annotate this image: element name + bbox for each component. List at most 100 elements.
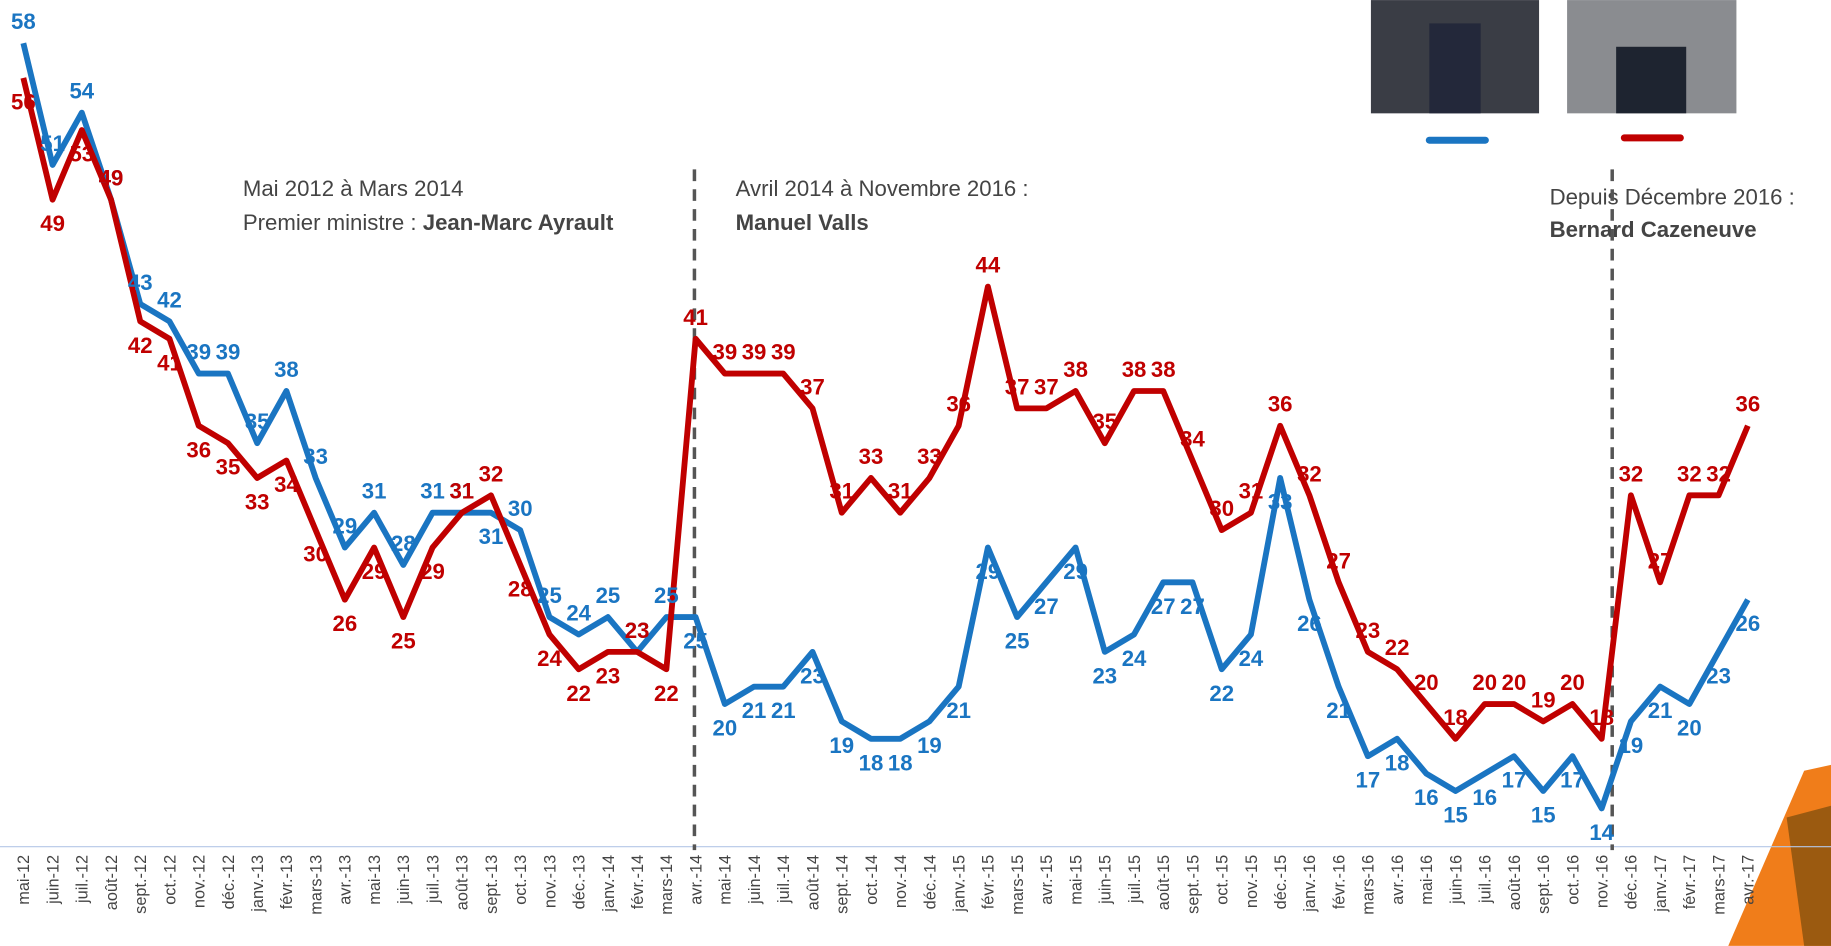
x-tick-label: nov.-16 (1594, 855, 1612, 908)
data-label: 32 (1297, 461, 1322, 486)
data-label: 37 (1005, 374, 1030, 399)
data-label: 23 (1706, 663, 1731, 688)
x-tick-label: avr.-13 (337, 855, 355, 905)
annotation-text: Bernard Cazeneuve (1550, 217, 1757, 242)
data-label: 16 (1414, 785, 1439, 810)
data-label: 14 (1589, 820, 1614, 845)
annotation: Avril 2014 à Novembre 2016 : (736, 176, 1029, 201)
data-label: 30 (303, 542, 328, 567)
data-label: 36 (946, 392, 971, 417)
data-label: 32 (1677, 461, 1702, 486)
data-label: 37 (800, 374, 825, 399)
x-tick-label: sept.-13 (483, 855, 501, 914)
data-label: 22 (1209, 681, 1234, 706)
x-tick-label: juin-14 (746, 855, 764, 905)
x-tick-label: déc.-15 (1272, 855, 1290, 909)
data-label: 26 (1735, 611, 1760, 636)
data-label: 25 (537, 583, 562, 608)
data-label: 21 (771, 698, 796, 723)
data-label: 18 (1589, 705, 1614, 730)
data-label: 58 (11, 9, 36, 34)
x-tick-label: janv.-13 (249, 855, 267, 913)
data-label: 30 (508, 496, 533, 521)
x-tick-label: juil.-15 (1126, 855, 1144, 904)
x-tick-label: oct.-13 (512, 855, 530, 905)
data-label: 21 (1648, 698, 1673, 723)
photo-detail (1429, 23, 1480, 113)
annotation-text: Avril 2014 à Novembre 2016 : (736, 176, 1029, 201)
x-tick-label: juil.-16 (1477, 855, 1495, 904)
data-label: 31 (888, 479, 913, 504)
data-label: 38 (1151, 357, 1176, 382)
data-label: 18 (1443, 705, 1468, 730)
data-label: 22 (654, 681, 679, 706)
data-label: 24 (1239, 646, 1264, 671)
data-label: 19 (1619, 733, 1644, 758)
data-label: 16 (1472, 785, 1497, 810)
data-label: 25 (596, 583, 621, 608)
x-tick-label: mai-13 (366, 855, 384, 905)
data-label: 25 (391, 629, 416, 654)
data-label: 27 (1326, 548, 1351, 573)
annotation-text: Depuis Décembre 2016 : (1550, 184, 1795, 209)
x-tick-label: janv.-17 (1652, 855, 1670, 913)
chart: Mai 2012 à Mars 2014 Premier ministre : … (0, 0, 1831, 946)
x-tick-label: juin-15 (1097, 855, 1115, 905)
data-label: 31 (479, 524, 504, 549)
data-label: 29 (1063, 559, 1088, 584)
data-label: 33 (245, 489, 270, 514)
data-label: 49 (40, 211, 65, 236)
annotation-text: Manuel Valls (736, 210, 869, 235)
data-label: 25 (683, 629, 708, 654)
data-label: 18 (859, 750, 884, 775)
x-tick-label: févr.-15 (980, 855, 998, 909)
data-label: 26 (1297, 611, 1322, 636)
x-tick-label: juin-16 (1447, 855, 1465, 905)
data-label: 25 (1005, 629, 1030, 654)
data-label: 15 (1443, 803, 1468, 828)
data-label: 23 (800, 663, 825, 688)
data-label: 20 (1677, 716, 1702, 741)
data-label: 24 (1122, 646, 1147, 671)
data-label: 34 (1180, 427, 1205, 452)
data-label: 42 (157, 287, 182, 312)
data-label: 25 (654, 583, 679, 608)
x-tick-label: avr.-15 (1038, 855, 1056, 905)
x-tick-label: mars-15 (1009, 855, 1027, 915)
data-label: 32 (1619, 461, 1644, 486)
annotation: Manuel Valls (736, 210, 869, 235)
data-label: 35 (245, 409, 270, 434)
x-tick-label: janv.-15 (950, 855, 968, 913)
data-label: 20 (1472, 670, 1497, 695)
x-tick-label: févr.-13 (278, 855, 296, 909)
data-label: 31 (449, 479, 474, 504)
x-tick-label: mars-14 (658, 855, 676, 915)
x-tick-label: déc.-14 (921, 855, 939, 909)
x-tick-label: déc.-16 (1623, 855, 1641, 909)
data-label: 22 (1385, 635, 1410, 660)
data-label: 54 (69, 79, 94, 104)
x-tick-label: mars-16 (1360, 855, 1378, 915)
data-label: 26 (333, 611, 358, 636)
annotation-text: Jean-Marc Ayrault (423, 210, 614, 235)
x-tick-label: août-15 (1155, 855, 1173, 910)
x-tick-label: mai-14 (717, 855, 735, 905)
data-label: 33 (1268, 489, 1293, 514)
data-label: 29 (362, 559, 387, 584)
x-tick-label: avr.-14 (687, 855, 705, 905)
data-label: 29 (333, 513, 358, 538)
x-tick-label: sept.-15 (1184, 855, 1202, 914)
data-label: 27 (1151, 594, 1176, 619)
data-label: 42 (128, 333, 153, 358)
data-label: 33 (917, 444, 942, 469)
x-tick-label: juin-13 (395, 855, 413, 905)
data-label: 20 (1560, 670, 1585, 695)
x-tick-label: sept.-12 (132, 855, 150, 914)
annotation: Depuis Décembre 2016 : (1550, 184, 1795, 209)
data-label: 28 (508, 576, 533, 601)
data-label: 36 (186, 437, 211, 462)
x-tick-label: déc.-12 (220, 855, 238, 909)
x-tick-label: oct.-14 (863, 855, 881, 905)
data-label: 38 (274, 357, 299, 382)
x-tick-label: mai-16 (1418, 855, 1436, 905)
